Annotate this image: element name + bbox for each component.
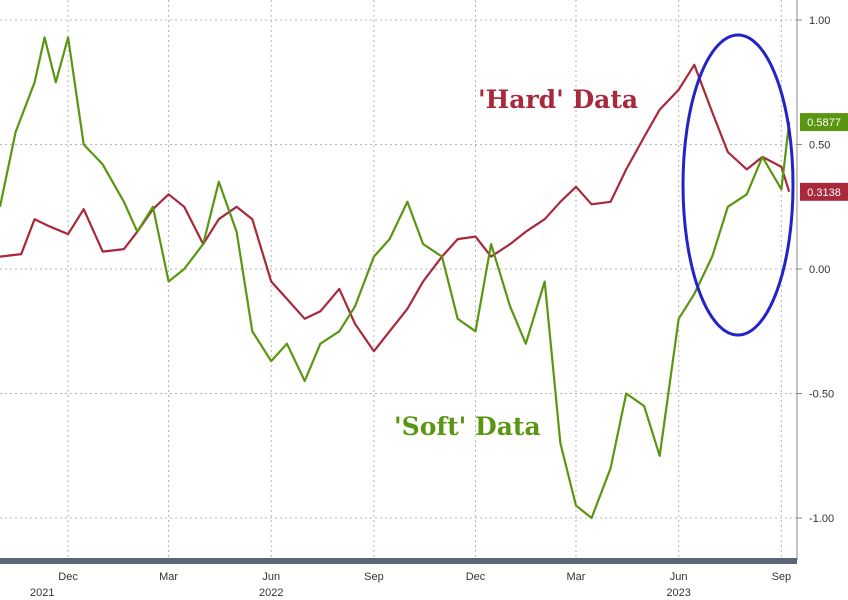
x-tick-label-7: Sep [772,571,792,583]
x-tick-label-4: Dec [466,571,486,583]
x-tick-label-3: Sep [364,571,384,583]
last-value-label-1: 0.5877 [807,117,841,129]
y-tick-label-3: -0.50 [809,389,834,401]
grid-lines [0,0,797,558]
year-label-1: 2022 [259,587,283,599]
x-axis-bar [0,558,797,564]
year-label-2: 2023 [666,587,690,599]
x-axis-year-labels: 2021 2022 2023 [30,587,691,599]
y-tick-label-2: 0.00 [809,264,830,276]
series-line-1 [0,36,791,520]
y-tick-label-4: -1.00 [809,513,834,525]
last-value-badge-0 [800,182,848,201]
y-tick-label-0: 1.00 [809,15,830,27]
hard-data-annotation: 'Hard' Data [478,85,638,114]
x-tick-label-0: Dec [58,571,78,583]
x-tick-label-5: Mar [567,571,586,583]
x-tick-label-6: Jun [670,571,688,583]
soft-data-annotation: 'Soft' Data [394,412,541,441]
series-line-0 [0,63,791,353]
y-axis-ticks: 1.00 0.50 0.00 -0.50 -1.00 [797,15,834,525]
series-layer [0,36,791,520]
last-value-badge-1 [800,113,848,132]
last-value-badges: 0.3138 0.5877 [800,113,848,201]
x-tick-label-2: Jun [262,571,280,583]
last-value-label-0: 0.3138 [807,187,841,199]
x-axis-ticks: Dec Mar Jun Sep Dec Mar Jun Sep [58,571,791,583]
year-label-0: 2021 [30,587,54,599]
x-tick-label-1: Mar [159,571,178,583]
highlight-ellipse [681,33,795,337]
y-tick-label-1: 0.50 [809,140,830,152]
